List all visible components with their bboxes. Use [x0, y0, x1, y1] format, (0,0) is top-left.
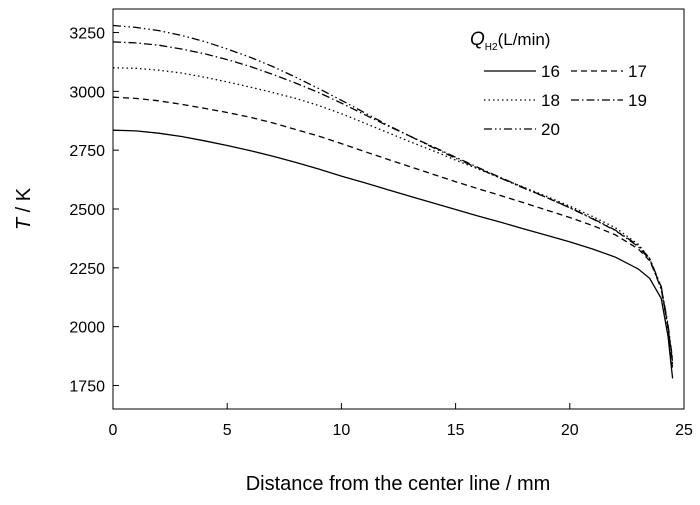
x-tick-label: 0: [109, 422, 118, 439]
legend-label-19: 19: [628, 91, 647, 110]
series-line-18: [112, 67, 674, 365]
series-line-20: [112, 24, 674, 360]
y-axis-title-unit: / K: [13, 187, 35, 218]
x-tick-label: 5: [223, 422, 232, 439]
x-tick-label: 15: [447, 422, 465, 439]
series-line-16: [112, 129, 674, 379]
legend-title-unit: (L/min): [498, 30, 551, 49]
y-tick-label: 1750: [69, 378, 105, 395]
y-tick-label: 3250: [69, 26, 105, 43]
legend-title-q: Q: [470, 29, 485, 50]
series-line-19: [112, 41, 674, 362]
x-axis-title: Distance from the center line / mm: [246, 473, 551, 495]
legend-title: QH2(L/min): [470, 29, 550, 53]
axis-ticks: [112, 32, 685, 409]
y-tick-label: 2750: [69, 143, 105, 160]
y-tick-label: 3000: [69, 84, 105, 101]
legend-label-18: 18: [541, 91, 560, 110]
y-tick-label: 2000: [69, 320, 105, 337]
legend-label-17: 17: [628, 62, 647, 81]
y-axis-title-symbol: T: [13, 216, 35, 230]
x-tick-label: 10: [333, 422, 351, 439]
plot-frame: [112, 8, 685, 410]
legend-label-20: 20: [541, 120, 560, 139]
legend: QH2(L/min) 16 17 18 19 20: [470, 29, 647, 139]
x-tick-label: 25: [675, 422, 693, 439]
y-axis-title: T / K: [13, 187, 35, 230]
series-line-17: [112, 96, 674, 370]
series-lines: [112, 24, 674, 379]
y-tick-label: 2250: [69, 261, 105, 278]
tick-labels: 0 5 10 15 20 25 1750 2000 2250 2500 2750 3000 3250: [69, 26, 693, 439]
y-tick-label: 2500: [69, 202, 105, 219]
legend-title-sub: H2: [485, 42, 498, 53]
legend-entries: 16 17 18 19 20: [484, 62, 647, 139]
legend-label-16: 16: [541, 62, 560, 81]
x-tick-label: 20: [561, 422, 579, 439]
